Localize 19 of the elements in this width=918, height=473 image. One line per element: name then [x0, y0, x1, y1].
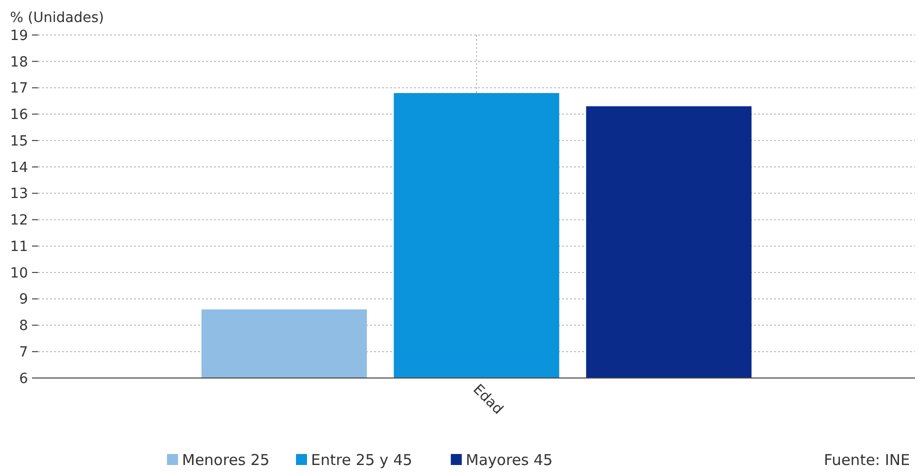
source-note: Fuente: INE: [824, 451, 910, 469]
y-axis-title: % (Unidades): [10, 10, 104, 26]
y-tick-label: 16: [10, 107, 28, 124]
y-tick-label: 11: [10, 238, 28, 255]
y-tick-label: 15: [10, 133, 28, 150]
y-tick-label: 8: [19, 318, 28, 334]
legend-label: Mayores 45: [466, 451, 553, 469]
legend-label: Menores 25: [182, 451, 270, 469]
y-tick-label: 14: [10, 160, 28, 176]
y-tick-label: 18: [10, 54, 28, 70]
y-tick-label: 7: [19, 344, 28, 361]
legend-label: Entre 25 y 45: [311, 451, 412, 469]
y-tick-label: 19: [10, 28, 28, 44]
y-tick-label: 9: [19, 292, 28, 308]
y-tick-label: 10: [10, 265, 28, 282]
y-tick-label: 12: [10, 212, 28, 229]
y-tick-label: 13: [10, 186, 28, 202]
y-tick-label: 6: [19, 370, 28, 387]
y-tick-label: 17: [10, 80, 28, 97]
